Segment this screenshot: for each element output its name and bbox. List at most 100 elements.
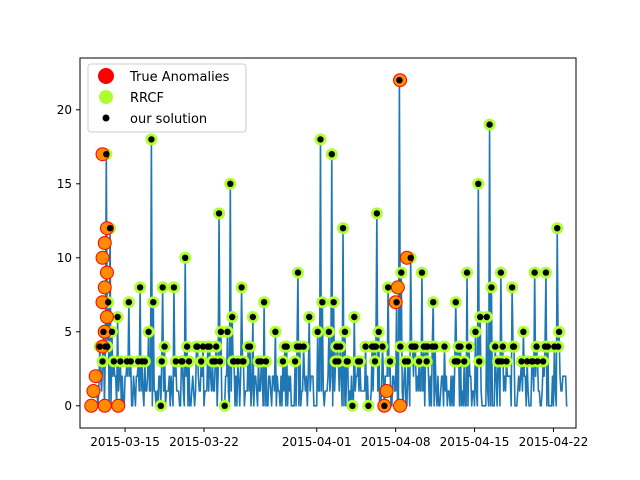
- solution-point: [393, 299, 400, 306]
- solution-point: [497, 269, 505, 276]
- solution-point: [349, 402, 356, 409]
- solution-point: [457, 343, 464, 350]
- solution-point: [534, 358, 541, 365]
- solution-point: [375, 328, 382, 335]
- solution-point: [199, 343, 207, 350]
- solution-point: [136, 284, 144, 291]
- solution-point: [465, 343, 473, 350]
- y-tick-label: 0: [64, 399, 72, 413]
- solution-point: [486, 121, 493, 128]
- x-tick-label: 2015-04-22: [519, 435, 589, 449]
- solution-point: [510, 343, 518, 350]
- solution-point: [117, 358, 124, 365]
- x-tick-label: 2015-04-15: [440, 435, 510, 449]
- solution-point: [300, 343, 307, 350]
- solution-point: [529, 358, 536, 365]
- solution-point: [554, 225, 561, 232]
- solution-point: [531, 269, 538, 276]
- solution-point: [106, 225, 114, 232]
- solution-point: [272, 328, 279, 335]
- solution-point: [339, 225, 347, 232]
- solution-point: [396, 77, 403, 84]
- solution-point: [246, 343, 254, 350]
- solution-point: [179, 358, 186, 365]
- solution-point: [337, 343, 344, 350]
- y-tick-label: 15: [57, 177, 72, 191]
- solution-point: [260, 299, 268, 306]
- solution-point: [520, 328, 527, 335]
- legend: True Anomalies RRCF our solution: [87, 63, 247, 133]
- solution-point: [407, 254, 414, 261]
- legend-label: RRCF: [130, 91, 164, 106]
- x-tick-label: 2015-04-01: [282, 435, 352, 449]
- solution-point: [463, 269, 471, 276]
- true-anomaly-overlap-point: [380, 385, 393, 397]
- solution-point: [499, 343, 506, 350]
- solution-point: [423, 358, 430, 365]
- solution-point: [96, 343, 103, 350]
- solution-point: [372, 343, 380, 350]
- series-line: [96, 79, 568, 407]
- solution-markers: [96, 77, 563, 409]
- solution-point: [234, 358, 242, 365]
- solution-point: [227, 180, 234, 187]
- solution-point: [365, 402, 372, 409]
- solution-point: [476, 313, 484, 321]
- solution-point: [170, 284, 178, 291]
- solution-point: [240, 358, 247, 365]
- solution-point: [555, 328, 563, 335]
- solution-point: [100, 328, 107, 335]
- solution-point: [228, 313, 236, 321]
- solution-point: [475, 180, 482, 187]
- solution-point: [542, 269, 550, 276]
- markers-layer: [84, 73, 566, 413]
- solution-point: [172, 358, 180, 365]
- true-anomaly-overlap-point: [100, 266, 113, 279]
- solution-point: [341, 328, 349, 335]
- solution-point: [145, 328, 152, 335]
- legend-marker: [99, 90, 113, 104]
- x-tick-label: 2015-03-15: [90, 435, 160, 449]
- true-anomaly-overlap-point: [96, 251, 109, 264]
- solution-point: [221, 402, 228, 409]
- solution-point: [362, 343, 369, 350]
- solution-point: [441, 343, 448, 350]
- solution-point: [148, 136, 155, 143]
- axes: 0 5 10 15 20 2015-03-15 2015-03-22 2015-04-01 20…: [57, 57, 589, 449]
- solution-point: [381, 402, 388, 409]
- plot-area: [96, 79, 568, 407]
- x-tick-label: 2015-04-08: [361, 435, 431, 449]
- solution-point: [158, 358, 165, 365]
- solution-point: [424, 343, 431, 350]
- y-tick-label: 5: [64, 325, 72, 339]
- solution-point: [215, 210, 223, 217]
- solution-point: [498, 358, 505, 365]
- solution-point: [283, 343, 290, 350]
- solution-point: [182, 254, 189, 261]
- true-anomaly-overlap-point: [96, 296, 109, 309]
- solution-point: [554, 343, 562, 350]
- solution-point: [418, 269, 426, 276]
- solution-point: [157, 402, 164, 409]
- legend-box: [87, 63, 247, 133]
- true-anomaly-overlap-point: [85, 399, 98, 412]
- solution-point: [356, 358, 364, 365]
- solution-point: [404, 358, 412, 365]
- solution-point: [503, 358, 510, 365]
- solution-point: [217, 328, 225, 335]
- solution-point: [328, 151, 335, 158]
- solution-point: [319, 299, 326, 306]
- solution-point: [483, 313, 490, 321]
- solution-point: [104, 343, 111, 350]
- solution-point: [452, 299, 459, 306]
- solution-point: [306, 313, 313, 321]
- solution-point: [279, 358, 287, 365]
- solution-point: [492, 343, 499, 350]
- legend-label: our solution: [130, 112, 207, 127]
- solution-point: [317, 136, 324, 143]
- solution-point: [386, 358, 394, 365]
- true-anomaly-overlap-point: [391, 281, 404, 294]
- solution-point: [161, 343, 168, 350]
- solution-point: [412, 343, 419, 350]
